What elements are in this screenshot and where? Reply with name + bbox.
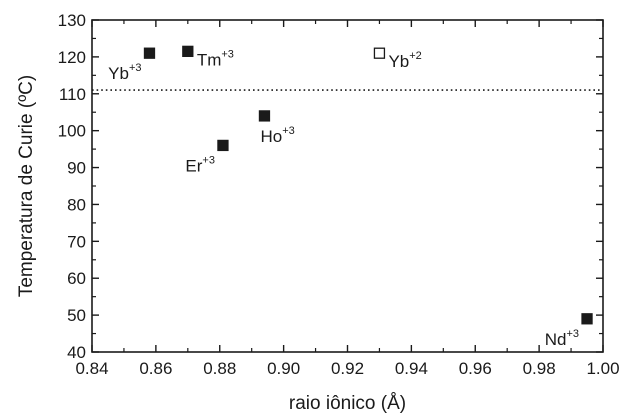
data-point-group: Yb+3 bbox=[108, 47, 156, 83]
point-label: Er+3 bbox=[185, 154, 215, 175]
y-axis-title: Temperatura de Curie (ºC) bbox=[16, 75, 37, 297]
x-tick-label: 0.86 bbox=[139, 359, 172, 378]
x-tick-label: 0.94 bbox=[395, 359, 428, 378]
point-label-charge: +3 bbox=[566, 328, 579, 340]
data-point-group: Ho+3 bbox=[258, 110, 295, 146]
data-point-group: Tm+3 bbox=[182, 45, 234, 69]
data-point bbox=[581, 313, 593, 325]
x-tick-label: 0.90 bbox=[267, 359, 300, 378]
point-label-charge: +3 bbox=[202, 154, 215, 166]
y-tick-label: 110 bbox=[59, 85, 86, 104]
data-point-group: Er+3 bbox=[185, 139, 229, 175]
y-tick-label: 130 bbox=[58, 11, 86, 30]
data-point-group: Yb+2 bbox=[373, 47, 422, 71]
x-tick-label: 0.92 bbox=[331, 359, 364, 378]
point-label-charge: +3 bbox=[282, 125, 295, 137]
y-axis: 40 50 60 70 80 90 100 110 120 130 bbox=[58, 11, 603, 362]
point-label: Tm+3 bbox=[197, 48, 234, 69]
y-tick-label: 60 bbox=[67, 269, 86, 288]
plot-frame bbox=[91, 19, 604, 353]
point-label: Yb+2 bbox=[388, 50, 421, 71]
x-tick-label: 0.96 bbox=[459, 359, 492, 378]
y-tick-label: 50 bbox=[67, 306, 86, 325]
point-label: Nd+3 bbox=[545, 328, 579, 349]
point-label-charge: +3 bbox=[221, 48, 234, 60]
y-tick-label: 90 bbox=[67, 159, 86, 178]
y-tick-label: 80 bbox=[67, 195, 86, 214]
data-point bbox=[258, 110, 271, 122]
x-tick-label: 0.84 bbox=[75, 359, 108, 378]
point-label-element: Nd bbox=[545, 330, 567, 349]
point-label-charge: +2 bbox=[409, 50, 422, 62]
y-tick-label: 100 bbox=[58, 122, 86, 141]
x-axis-title: raio iônico (Å) bbox=[289, 393, 406, 414]
point-label-element: Tm bbox=[197, 50, 222, 69]
x-tick-label: 0.98 bbox=[523, 359, 556, 378]
point-label-element: Yb bbox=[388, 52, 409, 71]
point-label: Ho+3 bbox=[260, 125, 294, 146]
point-label-element: Yb bbox=[108, 64, 129, 83]
data-points: Yb+3 Tm+3Er+3Ho+3Yb+2Nd+3 bbox=[108, 45, 593, 349]
point-label-charge: +3 bbox=[129, 62, 142, 74]
y-tick-label: 120 bbox=[58, 48, 86, 67]
plot-border bbox=[91, 19, 604, 353]
y-tick-label: 70 bbox=[67, 232, 86, 251]
point-label-element: Er bbox=[185, 156, 202, 175]
x-tick-label: 0.88 bbox=[203, 359, 236, 378]
data-point bbox=[373, 47, 386, 59]
x-axis: 0.84 0.86 0.88 0.90 0.92 0.94 0.96 0.98 1.00 bbox=[75, 20, 620, 378]
data-point-group: Nd+3 bbox=[545, 313, 593, 349]
point-label: Yb+3 bbox=[108, 62, 141, 83]
data-point bbox=[217, 139, 229, 152]
x-tick-label: 1.00 bbox=[586, 359, 619, 378]
data-point bbox=[143, 47, 156, 59]
data-point bbox=[182, 45, 194, 58]
point-label-element: Ho bbox=[260, 127, 282, 146]
y-tick-label: 40 bbox=[67, 343, 86, 362]
